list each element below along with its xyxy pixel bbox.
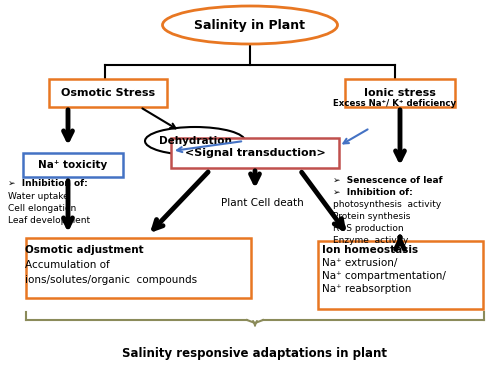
Text: Na⁺ toxicity: Na⁺ toxicity [38, 160, 108, 170]
Text: Water uptake: Water uptake [8, 192, 69, 201]
Text: ➢  Inhibition of:: ➢ Inhibition of: [8, 179, 88, 188]
Text: Na⁺ reabsorption: Na⁺ reabsorption [322, 284, 412, 294]
Text: Na⁺ extrusion/: Na⁺ extrusion/ [322, 258, 398, 268]
Text: ➢  Senescence of leaf: ➢ Senescence of leaf [333, 176, 442, 185]
Text: Leaf development: Leaf development [8, 216, 90, 225]
FancyBboxPatch shape [23, 153, 123, 177]
Text: ROS production: ROS production [333, 224, 404, 233]
FancyBboxPatch shape [318, 241, 482, 309]
Text: Salinity responsive adaptations in plant: Salinity responsive adaptations in plant [122, 347, 388, 360]
Ellipse shape [162, 6, 338, 44]
Text: photosynthesis  activity: photosynthesis activity [333, 200, 442, 209]
FancyBboxPatch shape [345, 79, 455, 107]
Text: Protein synthesis: Protein synthesis [333, 212, 410, 221]
Text: <Signal transduction>: <Signal transduction> [184, 148, 326, 158]
FancyBboxPatch shape [49, 79, 167, 107]
Text: ions/solutes/organic  compounds: ions/solutes/organic compounds [25, 275, 197, 285]
Text: Osmotic Stress: Osmotic Stress [61, 88, 155, 98]
Text: ➢  Inhibition of:: ➢ Inhibition of: [333, 188, 413, 197]
FancyBboxPatch shape [26, 238, 250, 298]
FancyBboxPatch shape [171, 138, 339, 168]
Text: Dehydration: Dehydration [158, 136, 232, 146]
Text: Plant Cell death: Plant Cell death [220, 198, 304, 208]
Text: Ion homeostasis: Ion homeostasis [322, 245, 418, 255]
Text: Ionic stress: Ionic stress [364, 88, 436, 98]
Text: Accumulation of: Accumulation of [25, 260, 110, 270]
Text: Enzyme  activity: Enzyme activity [333, 236, 408, 245]
Text: Osmotic adjustment: Osmotic adjustment [25, 245, 144, 255]
Text: Na⁺ compartmentation/: Na⁺ compartmentation/ [322, 271, 446, 281]
Text: Excess Na⁺/ K⁺ deficiency: Excess Na⁺/ K⁺ deficiency [333, 98, 456, 108]
Text: Cell elongation: Cell elongation [8, 204, 76, 213]
Text: Salinity in Plant: Salinity in Plant [194, 18, 306, 31]
Ellipse shape [145, 127, 245, 155]
